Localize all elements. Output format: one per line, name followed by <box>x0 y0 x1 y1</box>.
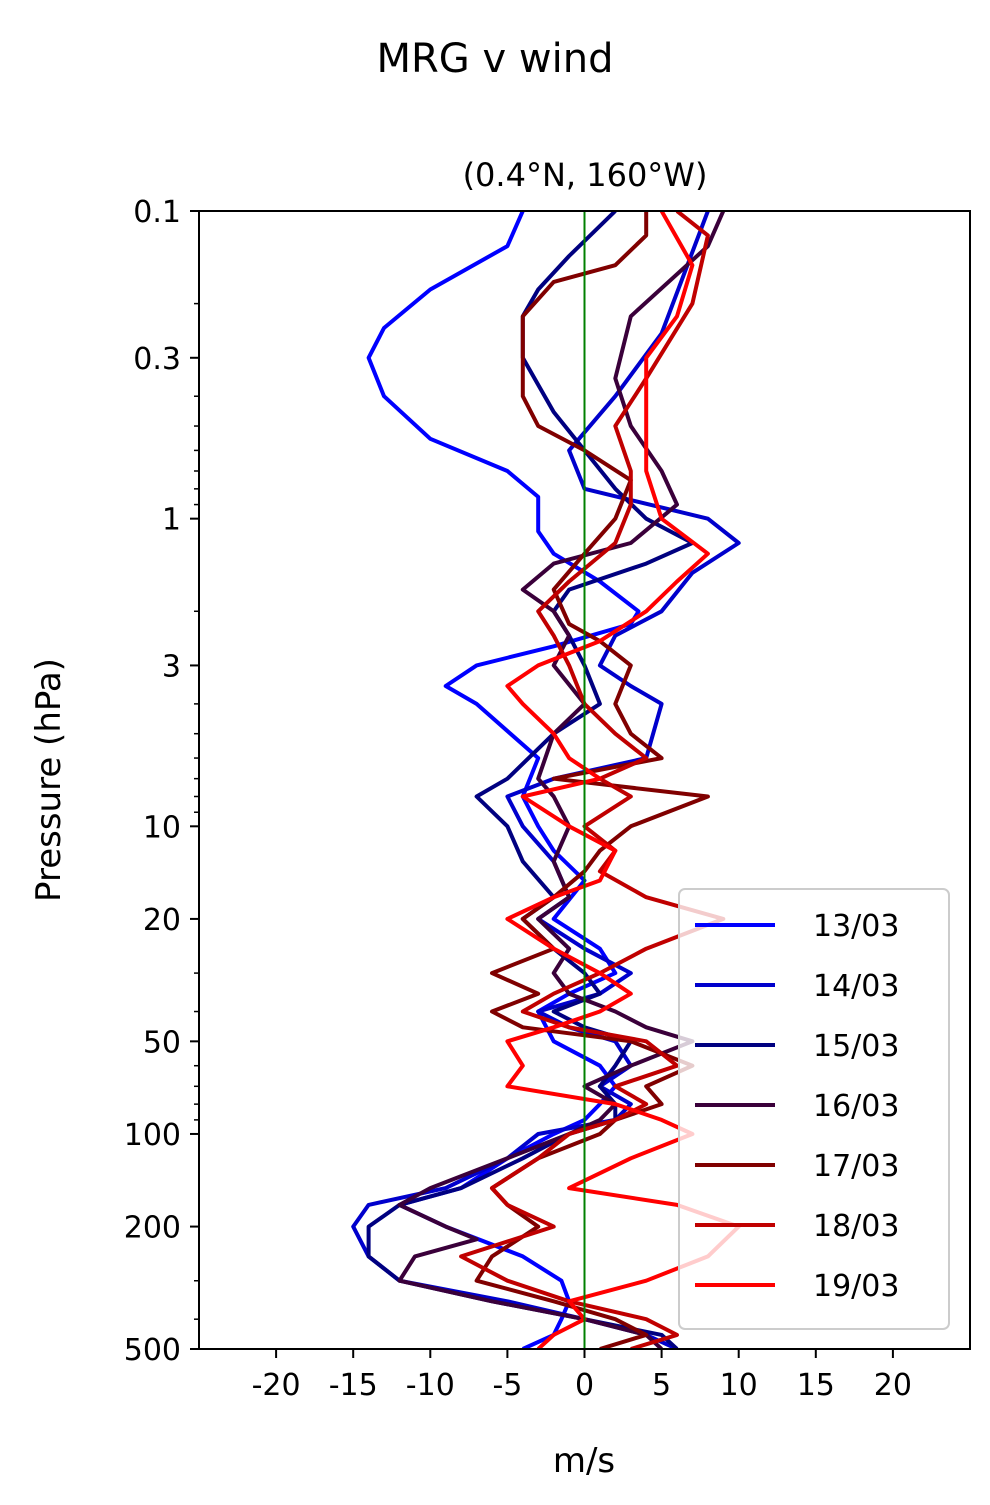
x-axis-ticks: -20 -15 -10 -5 0 5 10 15 20 <box>252 1349 912 1403</box>
y-tick-label: 0.3 <box>133 342 181 377</box>
y-tick-label: 50 <box>143 1025 181 1060</box>
y-tick-label: 500 <box>124 1333 181 1368</box>
x-tick-label: -15 <box>329 1368 378 1403</box>
x-axis-label: m/s <box>553 1441 615 1481</box>
x-tick-label: -20 <box>252 1368 301 1403</box>
legend-label: 18/03 <box>813 1209 899 1244</box>
legend: 13/03 14/03 15/03 16/03 17/03 18/03 19/03 <box>678 888 950 1330</box>
x-tick-label: 10 <box>720 1368 758 1403</box>
plot-frame <box>198 210 971 1350</box>
y-tick-label: 20 <box>143 903 181 938</box>
y-tick-label: 100 <box>124 1118 181 1153</box>
legend-label: 19/03 <box>813 1269 899 1304</box>
legend-label: 16/03 <box>813 1089 899 1124</box>
y-tick-label: 3 <box>162 649 181 684</box>
x-tick-label: 15 <box>797 1368 835 1403</box>
x-tick-label: 20 <box>874 1368 912 1403</box>
legend-label: 14/03 <box>813 969 899 1004</box>
legend-label: 15/03 <box>813 1029 899 1064</box>
y-axis-label: Pressure (hPa) <box>29 658 69 902</box>
legend-label: 13/03 <box>813 909 899 944</box>
y-tick-label: 200 <box>124 1211 181 1246</box>
y-tick-label: 1 <box>162 503 181 538</box>
series-line-16-03 <box>397 211 726 1349</box>
x-tick-label: 0 <box>575 1368 594 1403</box>
chart-title: (0.4°N, 160°W) <box>463 156 708 194</box>
x-tick-label: 5 <box>652 1368 671 1403</box>
x-tick-label: -10 <box>406 1368 455 1403</box>
y-tick-label: 10 <box>143 810 181 845</box>
legend-label: 17/03 <box>813 1149 899 1184</box>
legend-box <box>678 888 950 1330</box>
y-tick-label: 0.1 <box>133 195 181 230</box>
figure-suptitle: MRG v wind <box>377 36 614 82</box>
series-line-19-03 <box>505 211 741 1349</box>
x-tick-label: -5 <box>492 1368 522 1403</box>
y-axis-ticks: 0.1 0.3 1 3 10 20 50 100 200 500 <box>124 195 199 1368</box>
